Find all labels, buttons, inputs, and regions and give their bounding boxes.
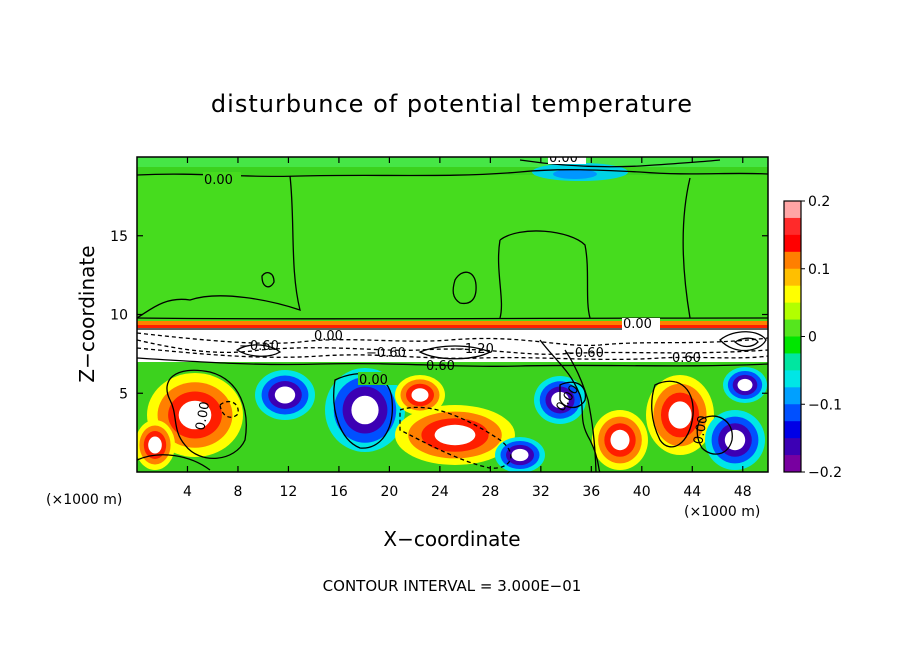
x-tick-label: 12 (280, 484, 298, 500)
contour-label: 0.00 (204, 173, 233, 188)
field-blob (148, 436, 162, 454)
contour-label: 0.00 (359, 373, 388, 388)
contour-label: 0.00 (314, 329, 343, 344)
colorbar-swatch (784, 336, 801, 354)
lower-field (137, 362, 768, 472)
x-tick-label: 24 (431, 484, 449, 500)
colorbar-tick-label: −0.2 (808, 465, 842, 481)
x-tick-label: 48 (734, 484, 752, 500)
field-blob (434, 424, 476, 446)
colorbar (783, 200, 802, 473)
colorbar-swatch (784, 438, 801, 456)
colorbar-swatch (784, 251, 801, 270)
x-axis-label: X−coordinate (383, 527, 520, 551)
y-tick-label: 5 (119, 386, 128, 402)
contour-label: −0.60 (366, 346, 406, 361)
colorbar-swatch (784, 217, 801, 236)
field-blob (411, 388, 429, 402)
y-axis-label: Z−coordinate (75, 245, 99, 382)
colorbar-swatch (784, 404, 801, 422)
plot-area: 0.00 0.00 0.00 0.00 −0.60 −0.60 −0.60 −1… (137, 151, 768, 472)
colorbar-swatch (784, 234, 801, 253)
x-tick-label: 32 (532, 484, 550, 500)
contour-label: 0.60 (672, 351, 701, 366)
chart-title: disturbunce of potential temperature (211, 90, 693, 118)
x-tick-label: 16 (330, 484, 348, 500)
y-tick-label: 10 (110, 308, 128, 324)
x-tick-label: 36 (582, 484, 600, 500)
contour-interval-note: CONTOUR INTERVAL = 3.000E−01 (323, 577, 582, 595)
colorbar-swatch (784, 201, 801, 219)
colorbar-swatch (784, 319, 801, 337)
layer-band-red (137, 325, 768, 328)
contour-label: 0.00 (623, 317, 652, 332)
contour-label: 0.00 (193, 400, 213, 431)
layer-band-orange (137, 321, 768, 325)
colorbar-tick-label: 0.2 (808, 194, 830, 210)
colorbar-swatch (784, 455, 801, 473)
colorbar-swatch (784, 302, 801, 321)
x-unit-left: (×1000 m) (46, 492, 122, 508)
x-tick-label: 40 (633, 484, 651, 500)
field-blob (351, 395, 379, 425)
field-blob (274, 386, 296, 404)
contour-label: 0.00 (691, 414, 711, 445)
y-axis: 5 10 15 (110, 229, 768, 402)
colorbar-tick-label: 0.1 (808, 262, 830, 278)
top-cyan-band (137, 157, 768, 167)
x-tick-label: 20 (380, 484, 398, 500)
upper-field-shade (137, 175, 768, 322)
top-blue-core (553, 169, 597, 179)
colorbar-swatch (784, 421, 801, 439)
field-blob (511, 448, 529, 462)
field-blob (178, 400, 212, 430)
colorbar-ticks: 0.2 0.1 0 −0.1 −0.2 (801, 194, 842, 481)
field-blob (610, 429, 630, 451)
x-tick-label: 28 (481, 484, 499, 500)
x-tick-label: 4 (183, 484, 192, 500)
contour-label: 0.60 (426, 359, 455, 374)
contour-label: −0.60 (239, 339, 279, 354)
contour-lines (137, 159, 768, 472)
colorbar-tick-label: 0 (808, 330, 817, 346)
y-tick-label: 15 (110, 229, 128, 245)
contour-label: 0.00 (549, 151, 578, 166)
field-blob (668, 401, 692, 429)
colorbar-tick-label: −0.1 (808, 397, 842, 413)
colorbar-swatch (784, 268, 801, 287)
colorbar-swatch (784, 370, 801, 388)
contour-label: −0.60 (564, 346, 604, 361)
colorbar-swatch (784, 353, 801, 371)
field-blob (724, 429, 746, 451)
x-tick-label: 8 (233, 484, 242, 500)
field-blob (737, 378, 753, 392)
colorbar-swatch (784, 285, 801, 304)
colorbar-swatch (784, 387, 801, 405)
x-unit-right: (×1000 m) (684, 504, 760, 520)
x-axis: 4 8 12 16 20 24 28 32 36 40 44 48 (183, 157, 752, 500)
contour-label: −1.20 (454, 342, 494, 357)
x-tick-label: 44 (683, 484, 701, 500)
